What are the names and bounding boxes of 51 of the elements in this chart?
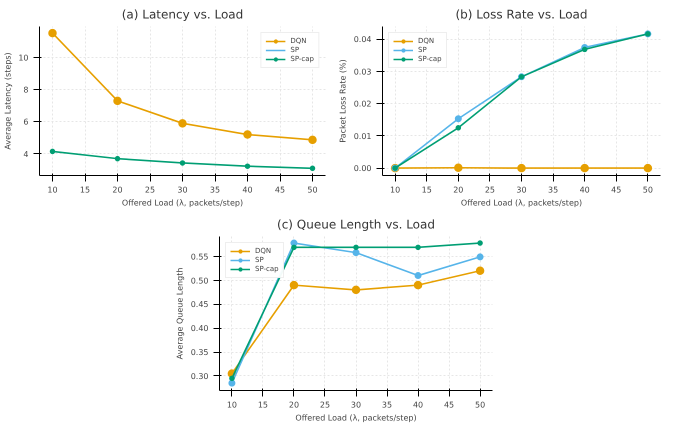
x-axis-title: Offered Load (λ, packets/step) [122, 198, 244, 208]
x-tick-label: 30 [516, 186, 527, 194]
y-axis-title: Average Latency (steps) [3, 52, 12, 150]
y-axis-title: Average Queue Length [176, 268, 185, 360]
chart-title: (b) Loss Rate vs. Load [455, 8, 588, 22]
x-tick-label: 35 [210, 186, 220, 194]
x-tick-label: 30 [177, 186, 188, 194]
y-tick-label: 0.03 [354, 67, 372, 76]
y-tick-label: 0.55 [190, 252, 208, 262]
y-axis-title: Packet Loss Rate (%) [338, 59, 348, 143]
x-tick-label: 25 [144, 186, 156, 194]
y-tick-label: 0.40 [190, 324, 208, 334]
y-tick-label: 10 [18, 53, 29, 62]
x-tick-label: 30 [350, 400, 362, 410]
x-tick-label: 45 [274, 186, 286, 194]
y-tick-label: 4 [23, 150, 29, 159]
y-tick-label: 0.30 [190, 372, 208, 381]
y-tick-label: 0.04 [354, 35, 372, 44]
x-tick-label: 50 [475, 400, 486, 410]
x-tick-label: 50 [642, 186, 653, 194]
x-tick-label: 15 [80, 186, 90, 194]
y-tick-label: 0.01 [354, 132, 372, 141]
x-tick-label: 35 [548, 186, 558, 194]
x-tick-label: 45 [611, 186, 622, 194]
x-tick-label: 35 [382, 400, 392, 410]
x-axis-title: Offered Load (λ, packets/step) [460, 198, 582, 208]
x-tick-label: 15 [422, 186, 432, 194]
x-tick-label: 10 [226, 400, 238, 410]
chart-title: (a) Latency vs. Load [122, 8, 244, 22]
x-tick-label: 40 [242, 186, 253, 194]
chart-title: (c) Queue Length vs. Load [277, 218, 436, 232]
x-axis-title: Offered Load (λ, packets/step) [295, 414, 417, 422]
y-tick-label: 0.02 [354, 100, 372, 109]
x-tick-label: 50 [307, 186, 318, 194]
y-tick-label: 0.45 [190, 300, 208, 310]
y-tick-label: 6 [23, 118, 29, 127]
y-tick-label: 0.00 [354, 164, 372, 174]
x-tick-label: 45 [444, 400, 454, 410]
x-tick-label: 20 [288, 400, 300, 410]
y-tick-label: 0.50 [190, 276, 208, 286]
y-tick-label: 0.35 [190, 348, 208, 358]
x-tick-label: 40 [580, 186, 590, 194]
x-tick-label: 10 [390, 186, 400, 194]
x-tick-label: 20 [112, 186, 123, 194]
x-tick-label: 15 [258, 400, 268, 410]
x-tick-label: 10 [47, 186, 58, 194]
y-tick-label: 8 [23, 86, 29, 95]
x-tick-label: 25 [484, 186, 496, 194]
x-tick-label: 20 [453, 186, 464, 194]
x-tick-label: 40 [412, 400, 424, 410]
x-tick-label: 25 [320, 400, 330, 410]
